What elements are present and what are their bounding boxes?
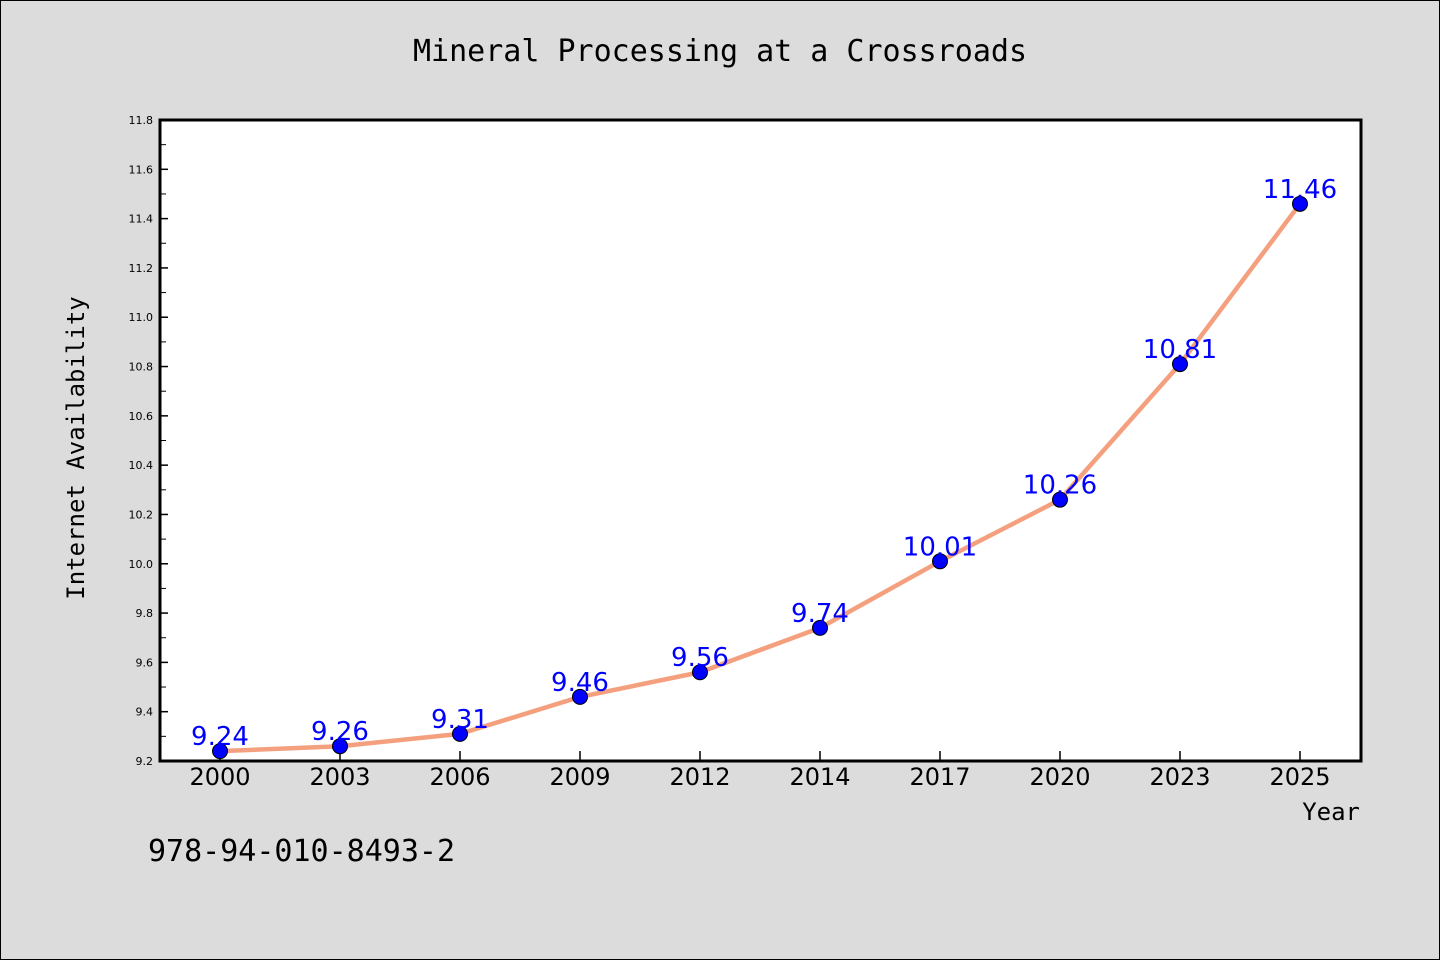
x-tick-label: 2006: [429, 763, 490, 791]
data-labels: 9.24 9.26 9.31 9.46 9.56 9.74 10.01 10.26 10.81 1…: [191, 175, 1337, 752]
data-point: [572, 688, 588, 705]
plot-area: [158, 118, 1363, 763]
y-tick-label: 11.0: [129, 311, 154, 324]
y-tick-label: 9.2: [136, 755, 154, 768]
x-tick-label: 2014: [789, 763, 850, 791]
y-axis: 9.2 9.4 9.6 9.8 10.0 10.2 10.4 10.6 10.8 11.0 11.2…: [129, 114, 168, 768]
data-point: [332, 738, 348, 755]
x-tick-label: 2009: [549, 763, 610, 791]
y-tick-label: 10.4: [129, 459, 154, 472]
y-axis-label: Internet Availability: [62, 296, 90, 599]
y-tick-label: 11.4: [129, 213, 154, 226]
x-axis: 2000 2003 2006 2009 2012 2014 2017 2020 2023 2025: [189, 751, 1331, 791]
chart-title: Mineral Processing at a Crossroads: [412, 34, 1028, 69]
data-point: [1292, 195, 1308, 212]
x-tick-label: 2003: [309, 763, 370, 791]
y-tick-label: 9.6: [136, 656, 154, 669]
series-line: [217, 201, 1303, 754]
x-tick-label: 2017: [909, 763, 970, 791]
y-tick-label: 10.2: [129, 508, 154, 521]
y-tick-label: 10.6: [129, 410, 154, 423]
data-point: [452, 725, 468, 742]
data-point: [1052, 491, 1068, 508]
x-tick-label: 2023: [1149, 763, 1210, 791]
data-label: 9.26: [311, 717, 369, 747]
x-axis-label: Year: [1302, 798, 1360, 826]
data-label: 9.31: [431, 705, 489, 735]
data-point: [212, 743, 228, 760]
data-point: [812, 619, 828, 636]
y-tick-label: 11.8: [129, 114, 154, 127]
data-point: [932, 553, 948, 570]
x-tick-label: 2020: [1029, 763, 1090, 791]
data-label: 10.81: [1143, 335, 1217, 365]
data-label: 11.46: [1263, 175, 1337, 205]
y-tick-label: 11.2: [129, 262, 154, 275]
data-label: 9.46: [551, 668, 609, 698]
y-tick-label: 9.4: [136, 706, 154, 719]
x-tick-label: 2012: [669, 763, 730, 791]
data-markers: [212, 195, 1308, 760]
y-tick-label: 10.8: [129, 361, 154, 374]
y-tick-label: 10.0: [129, 558, 154, 571]
data-point: [692, 664, 708, 681]
y-tick-label: 9.8: [136, 607, 154, 620]
data-label: 9.74: [791, 599, 849, 629]
data-label: 9.56: [671, 643, 729, 673]
x-tick-label: 2000: [189, 763, 250, 791]
data-label: 10.01: [903, 532, 977, 562]
data-label: 9.24: [191, 722, 249, 752]
data-label: 10.26: [1023, 471, 1097, 501]
y-tick-label: 11.6: [129, 163, 154, 176]
x-tick-label: 2025: [1269, 763, 1330, 791]
data-point: [1172, 356, 1188, 373]
isbn-text: 978-94-010-8493-2: [148, 834, 456, 869]
